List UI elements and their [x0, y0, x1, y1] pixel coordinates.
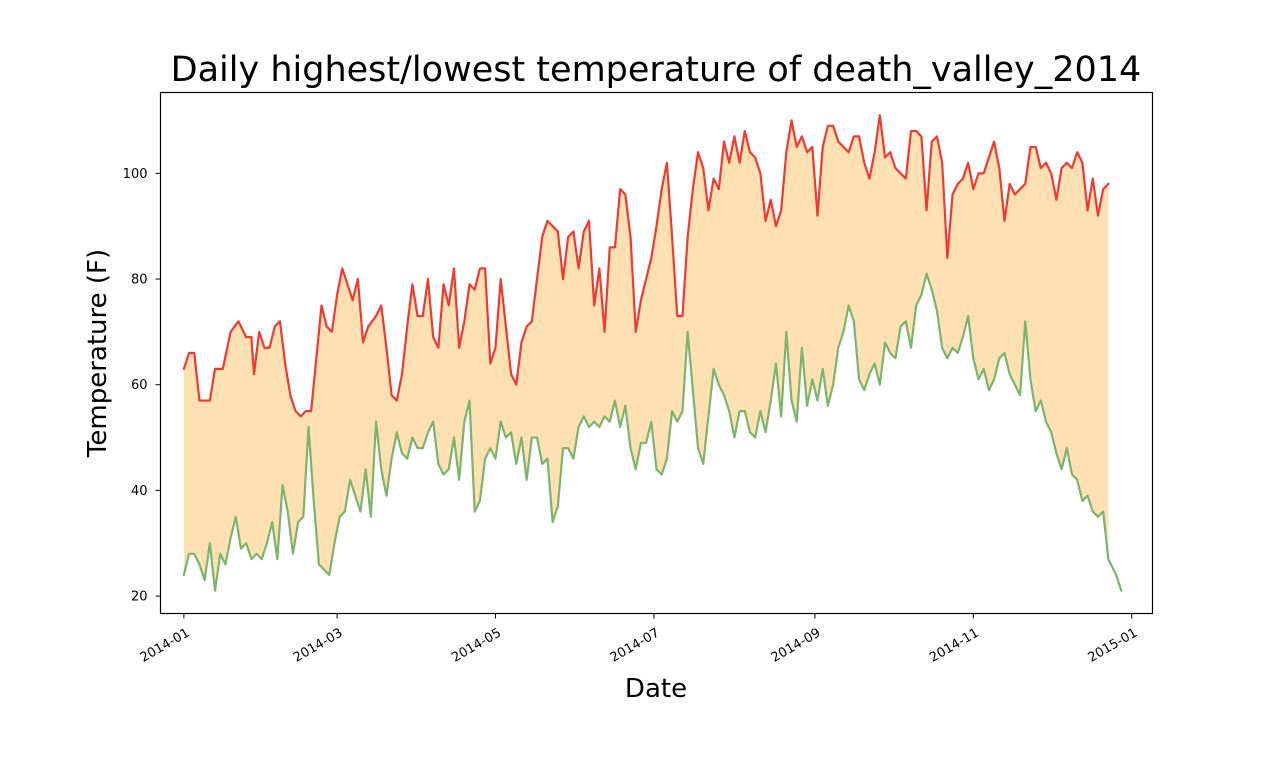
- y-tick-label: 100: [123, 167, 148, 182]
- x-tick-label: 2014-07: [608, 626, 663, 666]
- y-tick-label: 40: [131, 484, 148, 499]
- y-tick-label: 60: [131, 378, 148, 393]
- fill-layer: [183, 115, 1109, 591]
- chart-title: Daily highest/lowest temperature of deat…: [171, 50, 1142, 90]
- high-temperature-line: [182, 114, 1110, 418]
- x-tick-label: 2014-01: [138, 626, 193, 666]
- y-tick-label: 80: [131, 273, 148, 288]
- x-axis-ticks: 2014-01 2014-03 2014-05 2014-07 2014-09 2014-…: [138, 613, 1141, 666]
- temperature-range-fill: [183, 115, 1109, 591]
- x-tick-label: 2014-05: [449, 626, 504, 666]
- y-axis-label: Temperature (F): [83, 249, 113, 458]
- x-tick-label: 2015-01: [1086, 626, 1141, 666]
- x-tick-label: 2014-11: [927, 626, 982, 666]
- x-tick-label: 2014-09: [769, 626, 824, 666]
- plot-frame: [159, 91, 1154, 615]
- lines-layer: [182, 114, 1123, 592]
- x-tick-label: 2014-03: [291, 626, 346, 666]
- y-axis-ticks: 20 40 60 80 100: [123, 167, 161, 605]
- y-tick-label: 20: [131, 590, 148, 605]
- low-temperature-line: [182, 272, 1123, 592]
- x-axis-label: Date: [625, 674, 687, 704]
